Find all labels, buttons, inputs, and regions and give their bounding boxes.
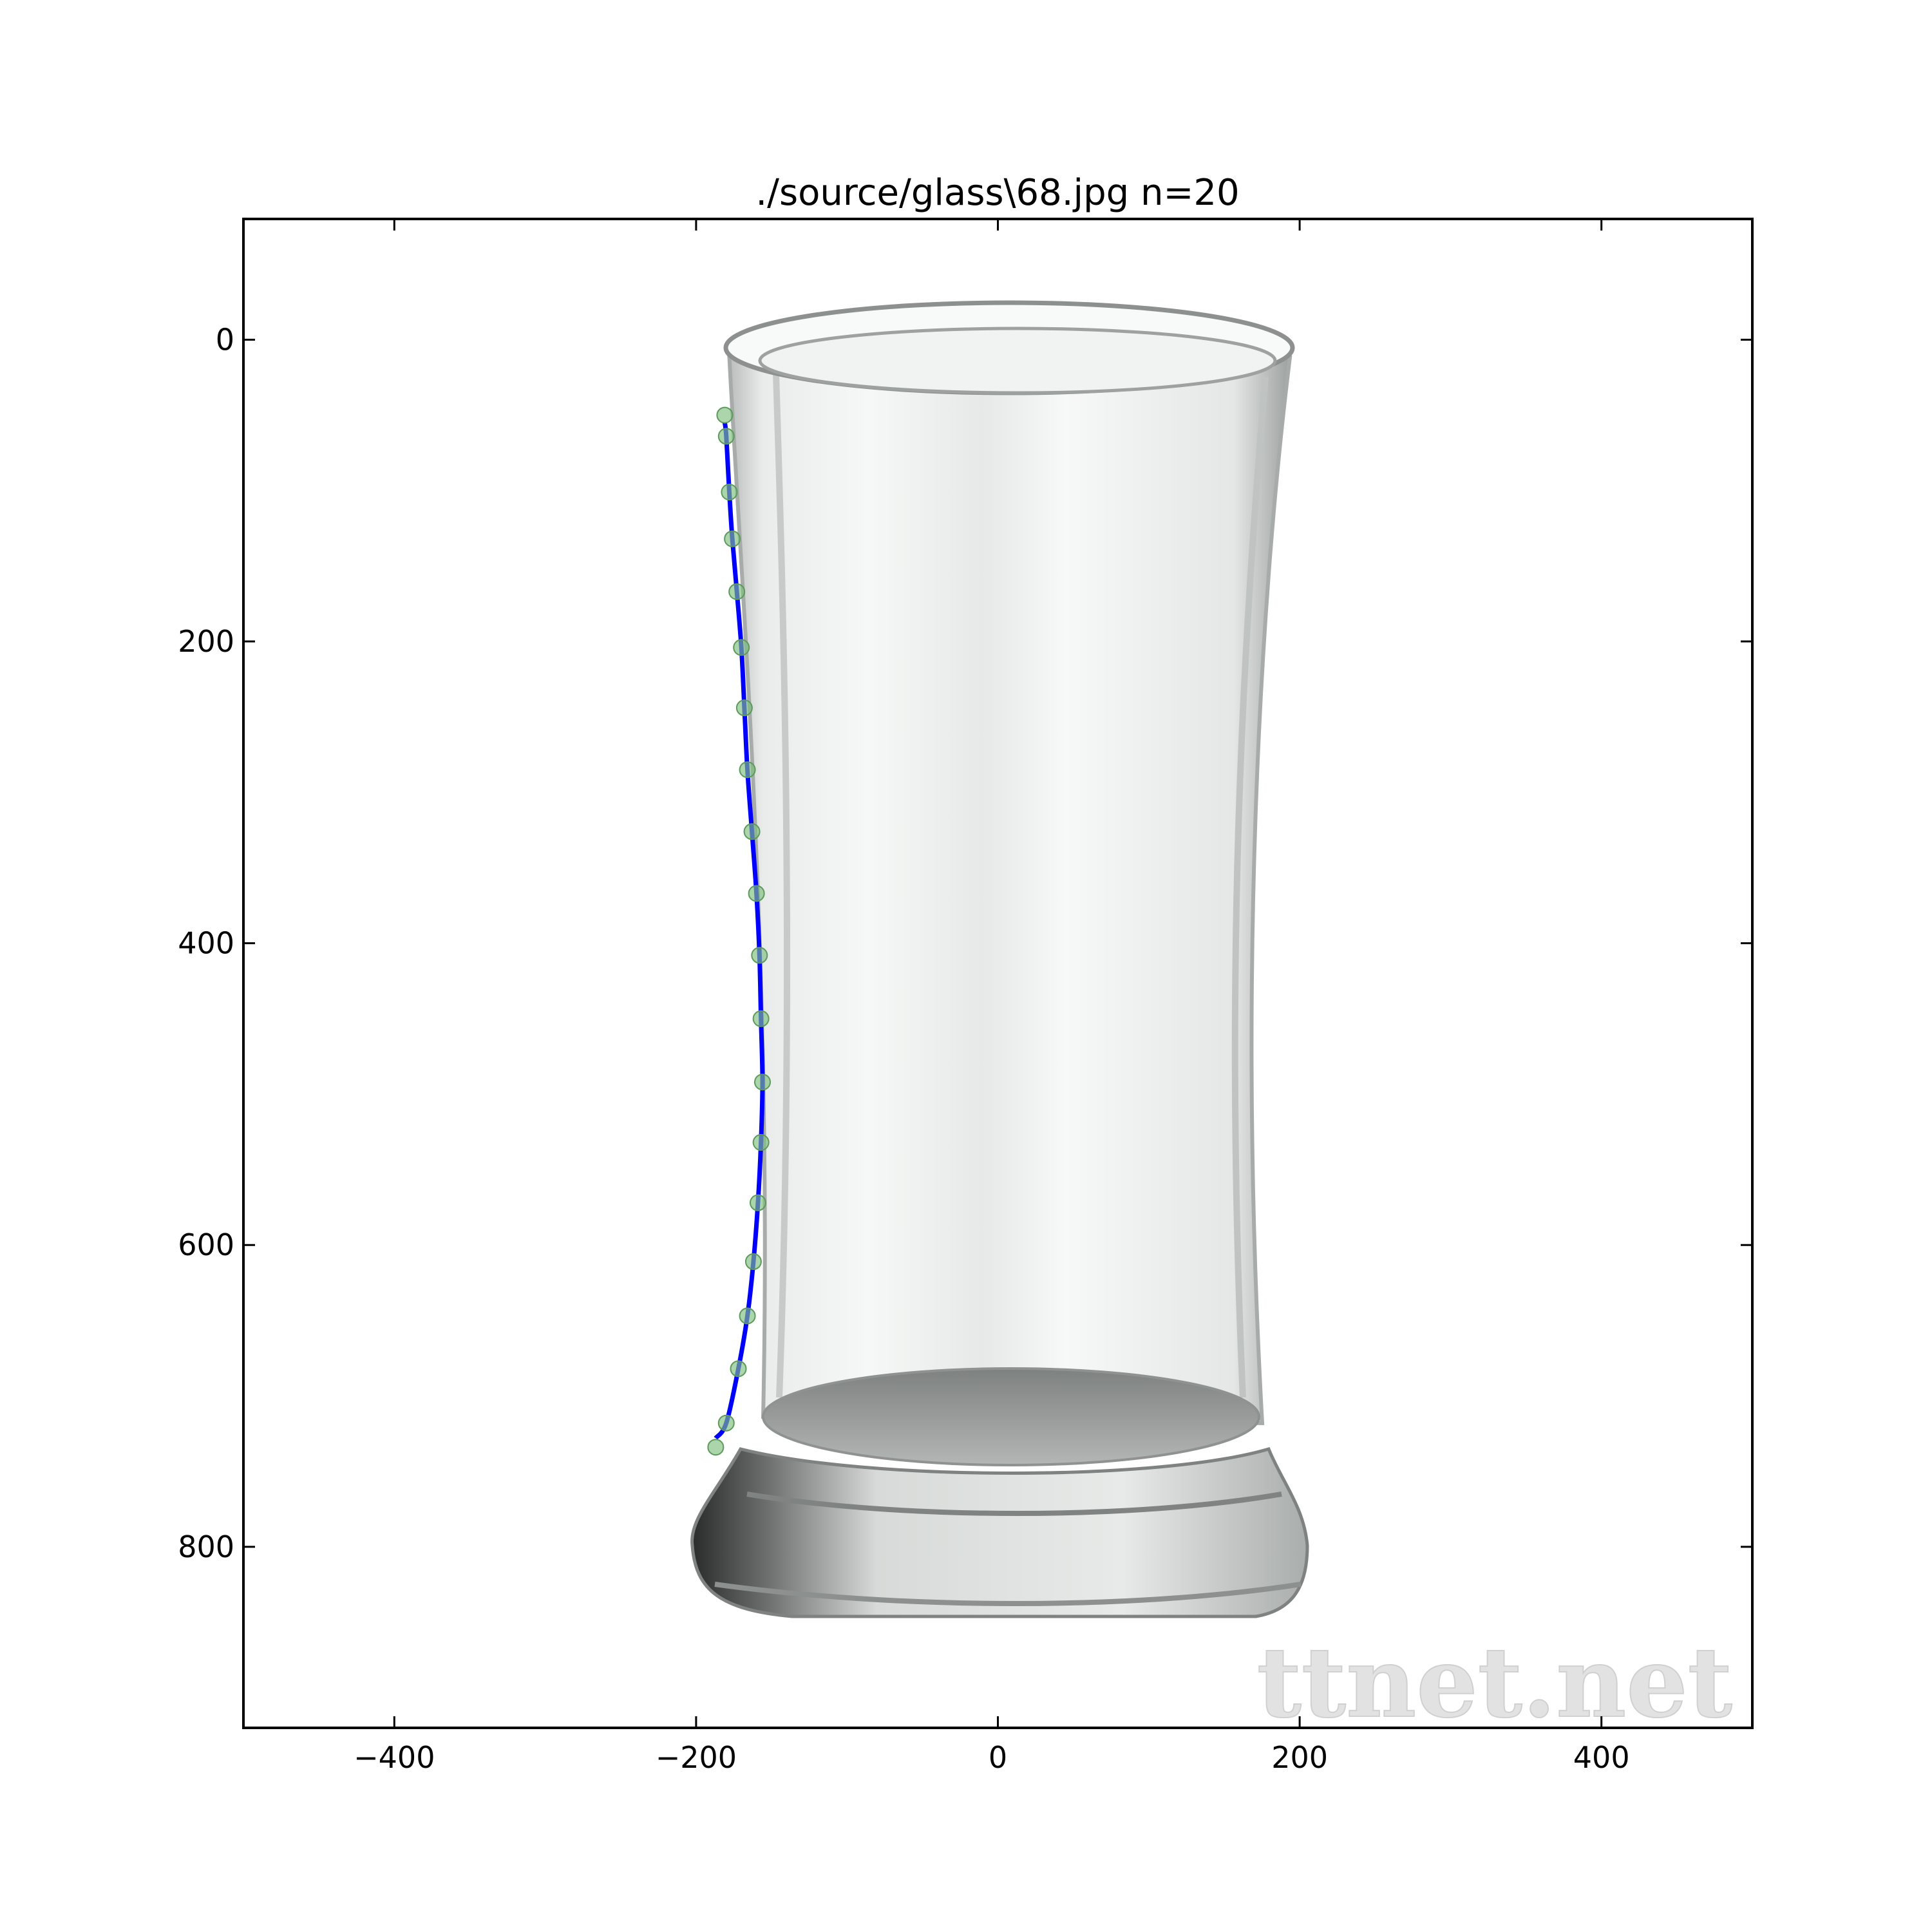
axis-ticks xyxy=(243,219,1752,1728)
y-tick-label: 600 xyxy=(178,1227,234,1262)
sample-point xyxy=(739,1307,756,1325)
y-tick-label: 400 xyxy=(178,926,234,961)
y-tick-label: 0 xyxy=(216,322,234,357)
sample-point xyxy=(743,823,761,840)
sample-point xyxy=(739,761,756,779)
glass-inner-line xyxy=(773,373,791,1398)
x-tick-label: 400 xyxy=(1573,1740,1630,1775)
sample-point xyxy=(744,1253,762,1271)
x-tick-label: 0 xyxy=(989,1740,1007,1775)
glass-body xyxy=(726,348,1293,1426)
sample-point xyxy=(748,885,765,902)
sample-point xyxy=(752,1010,770,1027)
glass-inner-line-right xyxy=(1231,376,1269,1398)
glass-photo xyxy=(690,300,1309,1618)
x-tick-label: 200 xyxy=(1271,1740,1328,1775)
y-tick-label: 200 xyxy=(178,624,234,659)
sample-point xyxy=(707,1439,724,1456)
sample-point xyxy=(724,530,741,547)
fitted-curve-layer xyxy=(714,422,765,1440)
sample-points-layer xyxy=(707,406,771,1456)
watermark-text: ttnet.net xyxy=(1257,1626,1732,1739)
sample-point xyxy=(721,484,738,501)
glass-base-ring-lower xyxy=(714,1582,1302,1606)
glass-base xyxy=(690,1446,1309,1618)
sample-point xyxy=(717,1414,735,1432)
fitted-curve xyxy=(714,422,765,1440)
sample-point xyxy=(752,1133,770,1151)
sample-point xyxy=(716,406,734,424)
glass-rim-inner xyxy=(758,327,1277,395)
sample-point xyxy=(751,947,768,964)
glass-bottom xyxy=(762,1367,1260,1466)
sample-point xyxy=(753,1074,771,1091)
axis-tick-labels: −400 −200 0 200 400 0 200 400 600 800 xyxy=(178,322,1629,1775)
sample-point xyxy=(730,1360,747,1378)
sample-point xyxy=(749,1194,766,1211)
x-tick-label: −400 xyxy=(354,1740,435,1775)
chart-title: ./source/glass\68.jpg n=20 xyxy=(755,172,1239,214)
sample-point xyxy=(735,699,753,717)
glass-base-ring xyxy=(746,1492,1282,1516)
sample-point xyxy=(717,428,735,445)
y-tick-label: 800 xyxy=(178,1530,234,1564)
x-tick-label: −200 xyxy=(656,1740,737,1775)
sample-point xyxy=(728,583,746,600)
sample-point xyxy=(733,639,750,656)
